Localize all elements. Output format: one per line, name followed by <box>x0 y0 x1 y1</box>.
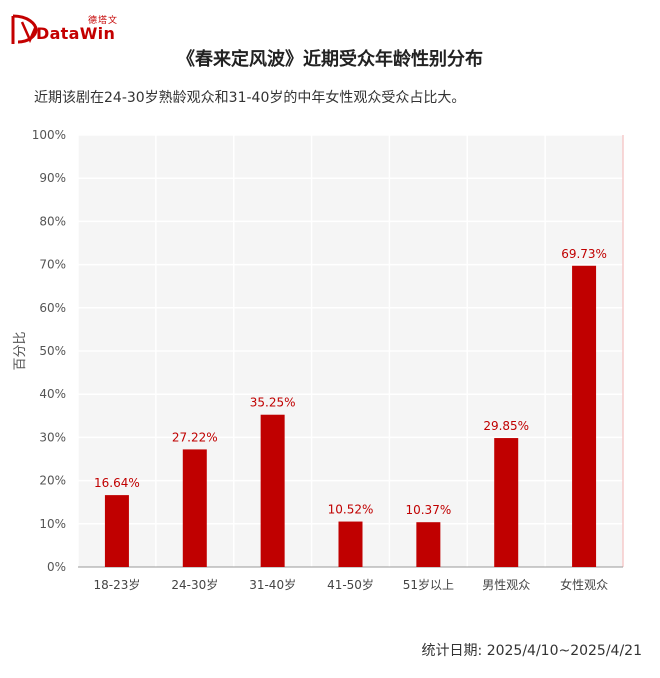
data-label: 10.52% <box>328 503 374 517</box>
datawin-logo-mark <box>11 14 38 44</box>
data-label: 16.64% <box>94 476 140 490</box>
y-tick-label: 60% <box>39 301 66 315</box>
y-tick-label: 20% <box>39 474 66 488</box>
y-tick-label: 10% <box>39 517 66 531</box>
data-label: 27.22% <box>172 430 218 444</box>
bar-1 <box>104 495 129 567</box>
logo-brand-cn: 德塔文 <box>88 16 119 26</box>
x-tick-label: 女性观众 <box>560 577 608 592</box>
bar-3 <box>260 414 285 567</box>
y-tick-label: 90% <box>39 171 66 185</box>
chart-subtitle: 近期该剧在24-30岁熟龄观众和31-40岁的中年女性观众受众占比大。 <box>34 90 466 106</box>
x-tick-label: 男性观众 <box>482 578 530 592</box>
chart-title: 《春来定风波》近期受众年龄性别分布 <box>177 49 483 70</box>
y-tick-label: 70% <box>39 258 66 272</box>
x-tick-label: 51岁以上 <box>403 577 454 592</box>
x-tick-label: 24-30岁 <box>171 577 218 592</box>
y-axis-title: 百分比 <box>13 331 28 370</box>
x-tick-label: 18-23岁 <box>93 577 140 592</box>
y-tick-label: 30% <box>39 430 66 444</box>
bar-7 <box>572 265 597 567</box>
bar-2 <box>182 449 207 567</box>
y-tick-label: 50% <box>39 344 66 358</box>
data-label: 10.37% <box>405 503 451 517</box>
data-label: 35.25% <box>250 396 296 410</box>
bar-5 <box>416 522 441 567</box>
logo-brand-en: DataWin <box>36 24 116 43</box>
y-tick-label: 0% <box>47 560 66 574</box>
bar-6 <box>494 438 519 567</box>
x-tick-label: 31-40岁 <box>249 577 296 592</box>
x-tick-label: 41-50岁 <box>327 577 374 592</box>
bar-4 <box>338 521 363 567</box>
data-label: 29.85% <box>483 419 529 433</box>
y-tick-label: 100% <box>32 128 66 142</box>
data-label: 69.73% <box>561 247 607 261</box>
statistics-date: 统计日期: 2025/4/10~2025/4/21 <box>421 643 642 659</box>
datawin-logo <box>11 14 38 44</box>
y-tick-label: 80% <box>39 214 66 228</box>
y-tick-label: 40% <box>39 387 66 401</box>
